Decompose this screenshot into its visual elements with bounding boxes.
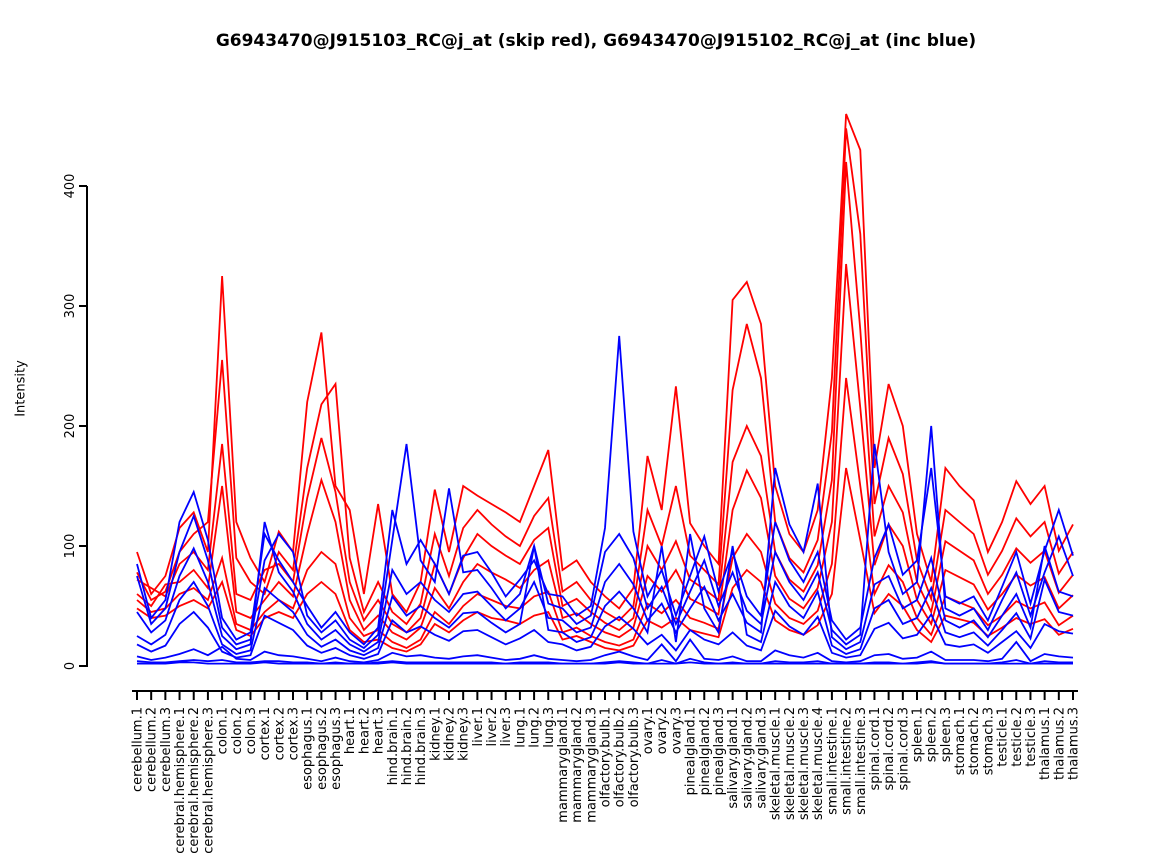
x-tick-label: colon.1 <box>216 707 231 754</box>
x-tick-label: esophagus.1 <box>301 707 316 790</box>
x-tick-label: testicle.3 <box>1024 707 1039 767</box>
x-tick-label: lung.1 <box>513 707 528 748</box>
x-tick-label: cortex.1 <box>258 707 273 760</box>
x-tick-label: mammarygland.3 <box>584 707 599 823</box>
x-tick-label: cortex.2 <box>272 707 287 760</box>
x-tick-label: skeletal.muscle.3 <box>797 707 812 820</box>
x-tick-label: kidney.1 <box>428 707 443 761</box>
x-tick-label: ovary.2 <box>655 707 670 754</box>
x-tick-label: spinal.cord.2 <box>882 707 897 790</box>
series-line-blue-11 <box>136 638 1074 664</box>
x-tick-label: salivary.gland.3 <box>755 707 770 809</box>
x-tick-label: thalamus.2 <box>1052 707 1067 780</box>
x-tick-label: olfactory.bulb.3 <box>627 707 642 807</box>
y-tick-label: 300 <box>63 294 78 319</box>
x-tick-label: olfactory.bulb.2 <box>613 707 628 807</box>
x-tick-label: cerebellum.3 <box>159 707 174 792</box>
series-line-blue-6 <box>136 335 1074 646</box>
x-tick-label: stomach.3 <box>981 707 996 775</box>
x-tick-label: cerebellum.2 <box>145 707 160 792</box>
series-line-red-5 <box>136 467 1074 653</box>
x-tick-label: liver.1 <box>471 707 486 746</box>
x-tick-label: testicle.2 <box>1010 707 1025 767</box>
x-tick-label: cerebral.hemisphere.1 <box>173 707 188 854</box>
x-tick-label: small.intestine.1 <box>825 707 840 815</box>
x-tick-label: salivary.gland.1 <box>726 707 741 809</box>
x-tick-label: lung.2 <box>528 707 543 748</box>
x-tick-label: spinal.cord.1 <box>868 707 883 790</box>
x-tick-label: small.intestine.3 <box>854 707 869 815</box>
y-axis-title: Intensity <box>13 360 29 417</box>
x-tick-label: ovary.3 <box>669 707 684 754</box>
x-tick-label: kidney.2 <box>443 707 458 761</box>
x-tick-label: lung.3 <box>542 707 557 748</box>
series-line-blue-12 <box>136 657 1073 665</box>
x-tick-label: cortex.3 <box>287 707 302 760</box>
x-tick-label: olfactory.bulb.1 <box>599 707 614 807</box>
x-tick-label: pinealgland.3 <box>712 707 727 795</box>
x-tick-label: liver.3 <box>499 707 514 746</box>
x-tick-label: ovary.1 <box>641 707 656 754</box>
x-tick-label: heart.2 <box>357 707 372 754</box>
x-tick-label: stomach.2 <box>967 707 982 775</box>
x-tick-label: esophagus.2 <box>315 707 330 790</box>
series-line-red-1 <box>136 128 1074 626</box>
x-tick-label: heart.3 <box>372 707 387 754</box>
x-tick-label: testicle.1 <box>996 707 1011 767</box>
x-tick-label: spleen.3 <box>939 707 954 762</box>
y-tick-label: 200 <box>63 414 78 439</box>
x-tick-label: skeletal.muscle.2 <box>783 707 798 820</box>
x-tick-label: salivary.gland.2 <box>740 707 755 809</box>
x-tick-label: hind.brain.2 <box>400 707 415 785</box>
x-tick-label: spleen.1 <box>911 707 926 762</box>
x-tick-label: liver.2 <box>485 707 500 746</box>
x-tick-label: mammarygland.2 <box>570 707 585 823</box>
x-tick-label: skeletal.muscle.4 <box>811 707 826 820</box>
y-tick-label: 100 <box>63 534 78 559</box>
series-line-blue-8 <box>136 467 1074 653</box>
x-tick-label: skeletal.muscle.1 <box>769 707 784 820</box>
x-tick-label: cerebellum.1 <box>131 707 146 792</box>
x-tick-label: colon.3 <box>244 707 259 754</box>
y-tick-label: 0 <box>63 662 78 670</box>
x-tick-label: stomach.1 <box>953 707 968 775</box>
series-line-blue-13 <box>137 661 1073 665</box>
x-tick-label: colon.2 <box>230 707 245 754</box>
x-tick-label: pinealgland.1 <box>684 707 699 795</box>
y-tick-label: 400 <box>63 174 78 199</box>
x-tick-label: mammarygland.1 <box>556 707 571 823</box>
x-tick-label: spleen.2 <box>925 707 940 762</box>
x-tick-label: kidney.3 <box>457 707 472 761</box>
series-line-blue-9 <box>136 533 1074 657</box>
x-tick-label: small.intestine.2 <box>840 707 855 815</box>
series-line-blue-10 <box>136 609 1074 660</box>
x-tick-label: cerebral.hemisphere.3 <box>201 707 216 854</box>
x-tick-label: cerebral.hemisphere.2 <box>187 707 202 854</box>
x-tick-label: hind.brain.1 <box>386 707 401 785</box>
x-tick-label: thalamus.1 <box>1038 707 1053 780</box>
x-tick-label: spinal.cord.3 <box>896 707 911 790</box>
x-tick-label: heart.1 <box>343 707 358 754</box>
x-tick-label: esophagus.3 <box>329 707 344 790</box>
x-tick-label: thalamus.3 <box>1067 707 1082 780</box>
x-tick-label: hind.brain.3 <box>414 707 429 785</box>
series-line-blue-7 <box>136 425 1074 650</box>
x-tick-label: pinealgland.2 <box>698 707 713 795</box>
chart-title: G6943470@J915103_RC@j_at (skip red), G69… <box>215 31 977 51</box>
